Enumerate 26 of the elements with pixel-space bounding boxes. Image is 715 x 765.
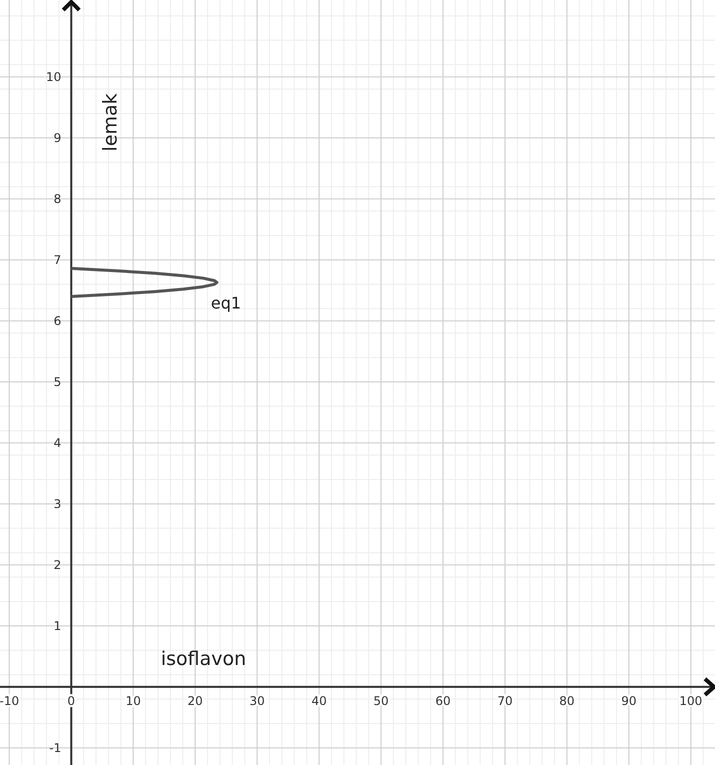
y-tick-label: 9 [54, 130, 62, 145]
x-tick-label: 30 [249, 694, 265, 708]
x-tick-label: -10 [0, 694, 20, 708]
x-tick-label: 60 [435, 694, 451, 708]
x-tick-label: 80 [559, 694, 575, 708]
y-tick-label: 5 [54, 374, 62, 389]
series-label: eq1 [210, 293, 242, 312]
y-tick-label: 10 [46, 70, 62, 84]
x-tick-label: 10 [126, 694, 141, 708]
y-tick-label: 7 [54, 252, 62, 267]
y-tick-label: 4 [54, 436, 62, 450]
y-tick-label: -1 [49, 740, 62, 755]
x-tick-label: 70 [497, 694, 513, 708]
y-tick-label: 8 [54, 192, 62, 206]
x-axis-title: isoflavon [160, 648, 246, 670]
y-tick-label: 3 [54, 496, 62, 511]
y-tick-label: 6 [54, 314, 62, 328]
x-tick-label: 20 [188, 694, 203, 708]
x-tick-label: 90 [621, 694, 637, 708]
y-axis-title: lemak [99, 93, 122, 152]
line-series [70, 266, 218, 298]
x-tick-label: 50 [373, 694, 389, 708]
y-tick-label: 1 [54, 618, 62, 633]
y-tick-label: 2 [54, 558, 62, 572]
x-tick-label: 40 [311, 694, 327, 708]
x-tick-label: 100 [679, 694, 702, 708]
